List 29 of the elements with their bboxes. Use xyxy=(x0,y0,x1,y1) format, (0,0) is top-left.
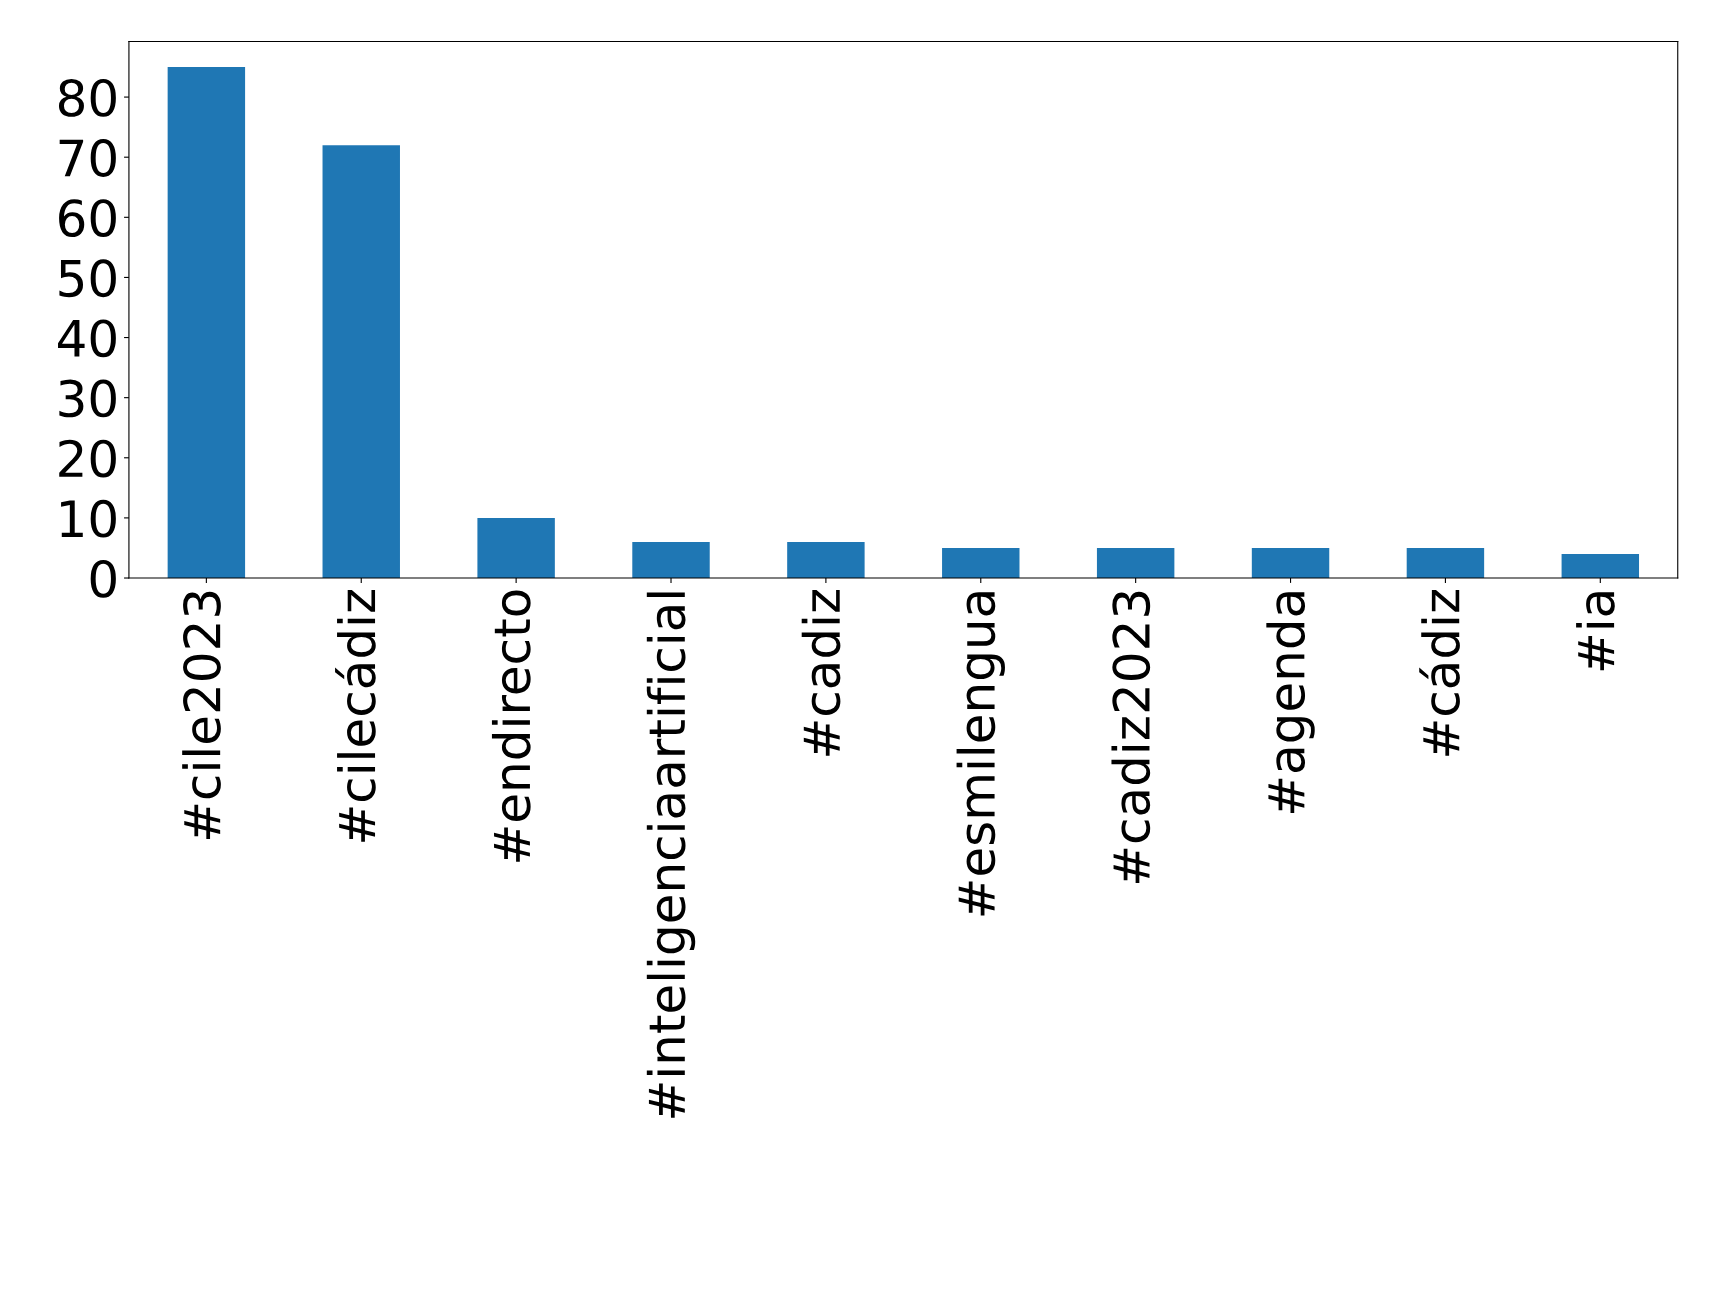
x-tick-label: #esmilengua xyxy=(956,592,1005,916)
y-tick-label: 0 xyxy=(90,559,116,598)
x-tick-label: #cadiz2023 xyxy=(1111,591,1151,884)
y-tick-label: 30 xyxy=(59,379,116,418)
y-tick-label: 70 xyxy=(59,139,116,177)
bar xyxy=(1561,553,1640,579)
x-tick-label: #cadiz xyxy=(801,589,841,756)
bar xyxy=(167,67,246,579)
bar xyxy=(942,547,1020,579)
bar xyxy=(1406,547,1485,579)
x-tick-label: #cile2023 xyxy=(182,591,221,840)
x-tick-label: #cilecádiz xyxy=(335,589,376,842)
bar xyxy=(1251,547,1330,579)
x-tick-label: #ia xyxy=(1576,592,1615,671)
y-tick-label: 80 xyxy=(58,78,116,117)
bar xyxy=(787,541,865,579)
x-tick-label: #endirecto xyxy=(491,590,531,862)
y-tick-label: 50 xyxy=(59,259,116,298)
y-tick-label: 60 xyxy=(59,199,116,238)
y-tick-label: 40 xyxy=(58,319,116,358)
x-tick-label: #cádiz xyxy=(1419,589,1460,756)
y-tick-label: 10 xyxy=(61,499,116,538)
bar xyxy=(322,145,400,579)
bar xyxy=(632,541,710,579)
bar xyxy=(1096,547,1175,579)
x-tick-label: #inteligenciaartificial xyxy=(646,592,696,1118)
x-tick-label: #agenda xyxy=(1266,592,1315,813)
bar xyxy=(477,517,555,579)
y-tick-label: 20 xyxy=(59,439,116,478)
